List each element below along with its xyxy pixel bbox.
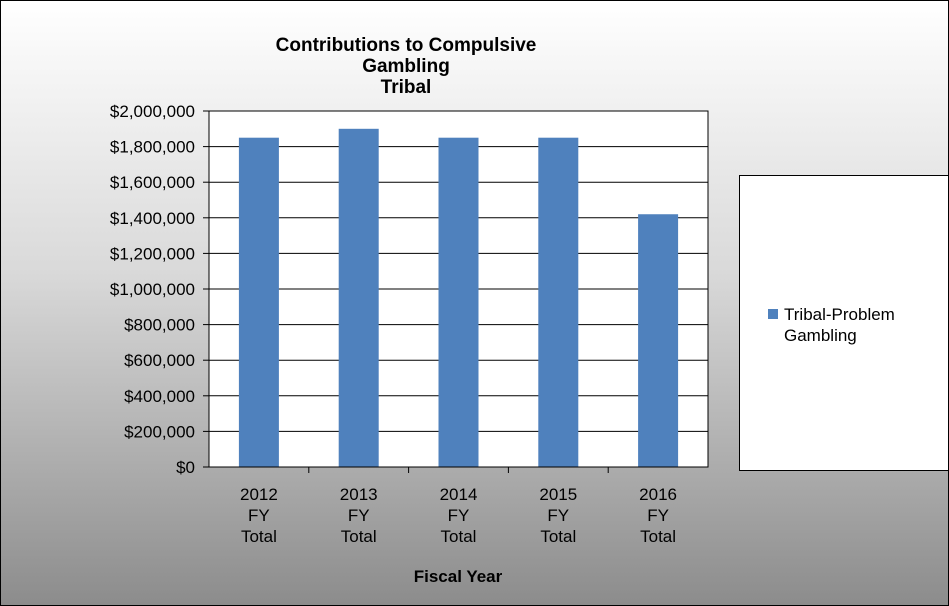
bar [638, 214, 679, 467]
y-tick-label: $800,000 [124, 316, 195, 335]
chart-title-line-2: Tribal [380, 77, 432, 98]
x-axis-title: Fiscal Year [414, 567, 503, 586]
bar [338, 128, 379, 468]
x-tick-label: 2012 FY Total [240, 485, 278, 546]
y-tick-label: $1,600,000 [110, 173, 195, 192]
bar [438, 137, 479, 467]
x-tick-label: 2016 FY Total [639, 485, 677, 546]
legend-entry: Tribal-Problem Gambling [768, 304, 948, 346]
x-tick-label: 2015 FY Total [539, 485, 577, 546]
y-tick-label: $600,000 [124, 351, 195, 370]
legend-label: Tribal-Problem Gambling [784, 305, 895, 345]
bar [238, 137, 279, 467]
y-tick-label: $1,800,000 [110, 138, 195, 157]
legend-swatch [768, 309, 778, 319]
y-tick-label: $0 [176, 458, 195, 477]
y-tick-label: $1,000,000 [110, 280, 195, 299]
x-tick-label: 2014 FY Total [440, 485, 478, 546]
y-tick-label: $200,000 [124, 422, 195, 441]
x-tick-label: 2013 FY Total [340, 485, 378, 546]
y-tick-label: $1,200,000 [110, 244, 195, 263]
y-tick-label: $1,400,000 [110, 209, 195, 228]
bar [538, 137, 579, 467]
chart-title: Contributions to Compulsive Gambling Tri… [231, 35, 581, 98]
y-tick-label: $2,000,000 [110, 102, 195, 121]
y-tick-label: $400,000 [124, 387, 195, 406]
legend: Tribal-Problem Gambling [739, 175, 949, 471]
chart-title-line-1: Contributions to Compulsive Gambling [275, 35, 537, 77]
